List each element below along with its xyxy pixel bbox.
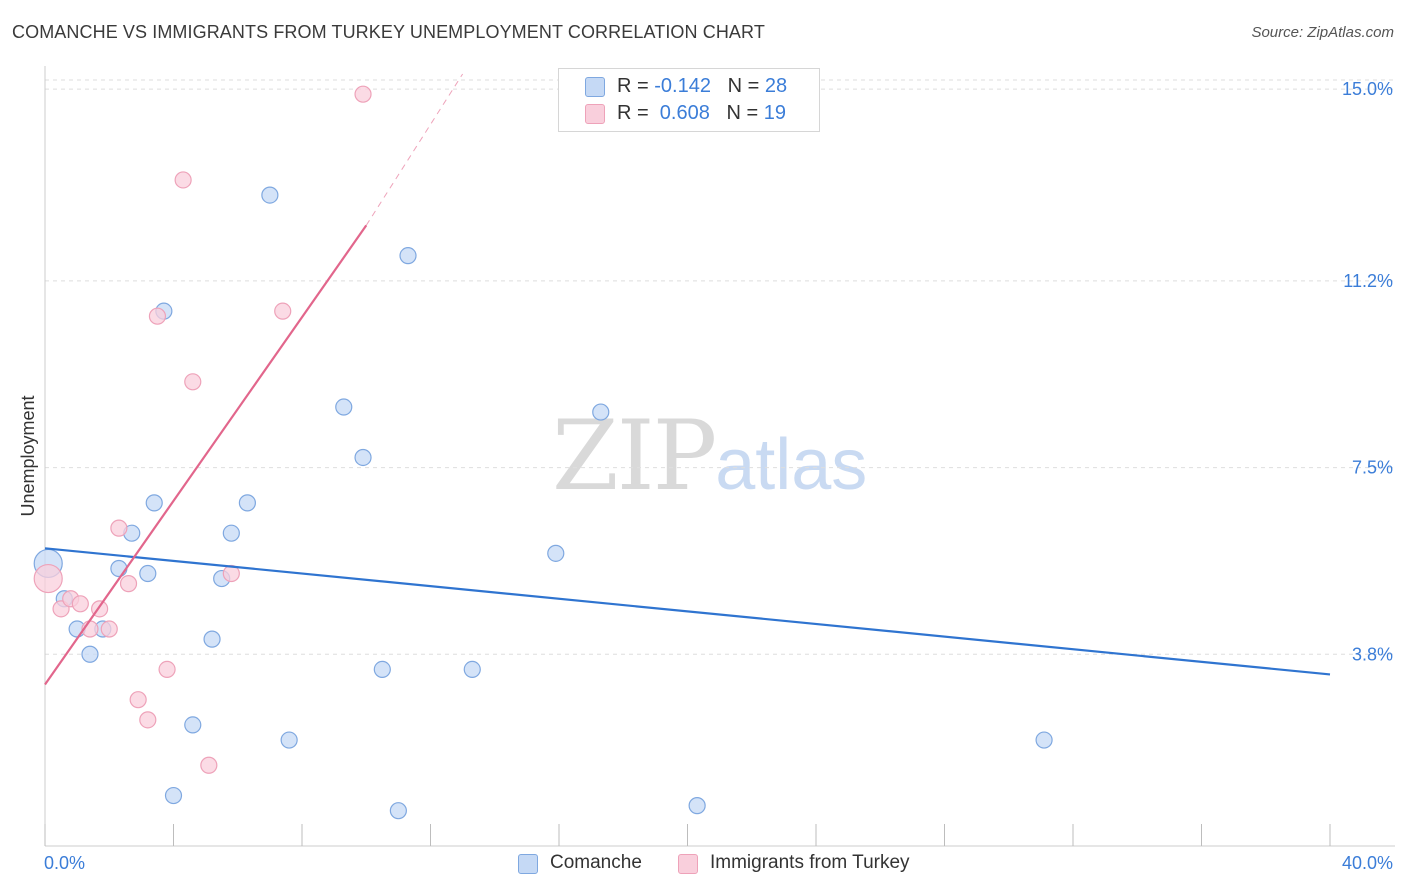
comanche-point: [139, 564, 157, 583]
turkey-point: [71, 595, 89, 613]
turkey-point: [158, 660, 176, 678]
turkey-point: [119, 575, 138, 593]
turkey-trend-extension: [365, 73, 464, 226]
comanche-point: [203, 630, 221, 648]
comanche-point: [280, 731, 298, 749]
series-legend: Comanche Immigrants from Turkey: [0, 852, 1406, 878]
comanche-point: [389, 802, 407, 820]
series-label-comanche: Comanche: [550, 852, 642, 873]
legend-n-value: 19: [763, 102, 787, 124]
y-tick-label: 11.2%: [1343, 271, 1393, 291]
comanche-point: [81, 645, 99, 663]
y-tick-label: 3.8%: [1352, 644, 1393, 664]
legend-text-comanche: R = -0.142 N = 28: [617, 75, 787, 98]
legend-r-label: R =: [617, 102, 655, 124]
turkey-point: [174, 171, 192, 189]
legend-n-label: N =: [726, 102, 764, 124]
turkey-trend-line: [44, 224, 368, 686]
watermark-atlas: atlas: [715, 425, 868, 505]
turkey-point: [100, 620, 118, 638]
comanche-point: [335, 398, 353, 416]
x-tick-label: 40.0%: [1342, 853, 1393, 873]
comanche-point: [238, 494, 256, 512]
y-axis-label: Unemployment: [18, 395, 38, 516]
legend-n-value: 28: [764, 75, 788, 97]
comanche-point: [261, 186, 279, 204]
legend-swatch-comanche: [585, 77, 605, 97]
legend-text-turkey: R = 0.608 N = 19: [617, 102, 786, 125]
legend-r-label: R =: [617, 75, 655, 97]
x-tick-label: 0.0%: [44, 853, 85, 873]
turkey-point: [274, 302, 292, 320]
comanche-point: [354, 448, 372, 467]
turkey-point: [33, 563, 63, 594]
correlation-legend: R = -0.142 N = 28 R = 0.608 N = 19: [558, 68, 820, 132]
legend-n-label: N =: [727, 75, 765, 97]
series-label-turkey: Immigrants from Turkey: [710, 852, 910, 873]
comanche-point: [145, 494, 163, 512]
comanche-point: [463, 660, 481, 678]
comanche-point: [399, 247, 417, 265]
turkey-point: [110, 519, 128, 537]
turkey-point: [200, 756, 218, 774]
legend-r-value: -0.142: [654, 75, 711, 97]
comanche-point: [1035, 731, 1053, 749]
comanche-point: [184, 716, 202, 734]
series-swatch-comanche: [518, 854, 538, 874]
watermark: ZIPatlas: [552, 400, 867, 512]
comanche-trend-line: [44, 547, 1331, 676]
chart-title: COMANCHE VS IMMIGRANTS FROM TURKEY UNEMP…: [12, 22, 765, 42]
turkey-point: [148, 307, 167, 325]
y-tick-label: 7.5%: [1352, 458, 1393, 478]
turkey-point: [184, 373, 202, 391]
comanche-point: [222, 524, 240, 542]
comanche-point: [164, 786, 183, 805]
y-tick-label: 15.0%: [1342, 79, 1393, 99]
turkey-point: [129, 691, 147, 709]
comanche-point: [110, 559, 128, 578]
source-credit: Source: ZipAtlas.com: [1251, 24, 1394, 41]
watermark-zip: ZIP: [552, 400, 717, 512]
series-swatch-turkey: [678, 854, 698, 874]
comanche-point: [547, 544, 565, 562]
turkey-point: [354, 85, 372, 103]
comanche-point: [592, 403, 610, 421]
legend-swatch-turkey: [585, 104, 605, 124]
legend-r-value: 0.608: [654, 102, 710, 124]
comanche-point: [373, 660, 391, 678]
comanche-point: [688, 797, 706, 815]
turkey-point: [139, 711, 157, 729]
